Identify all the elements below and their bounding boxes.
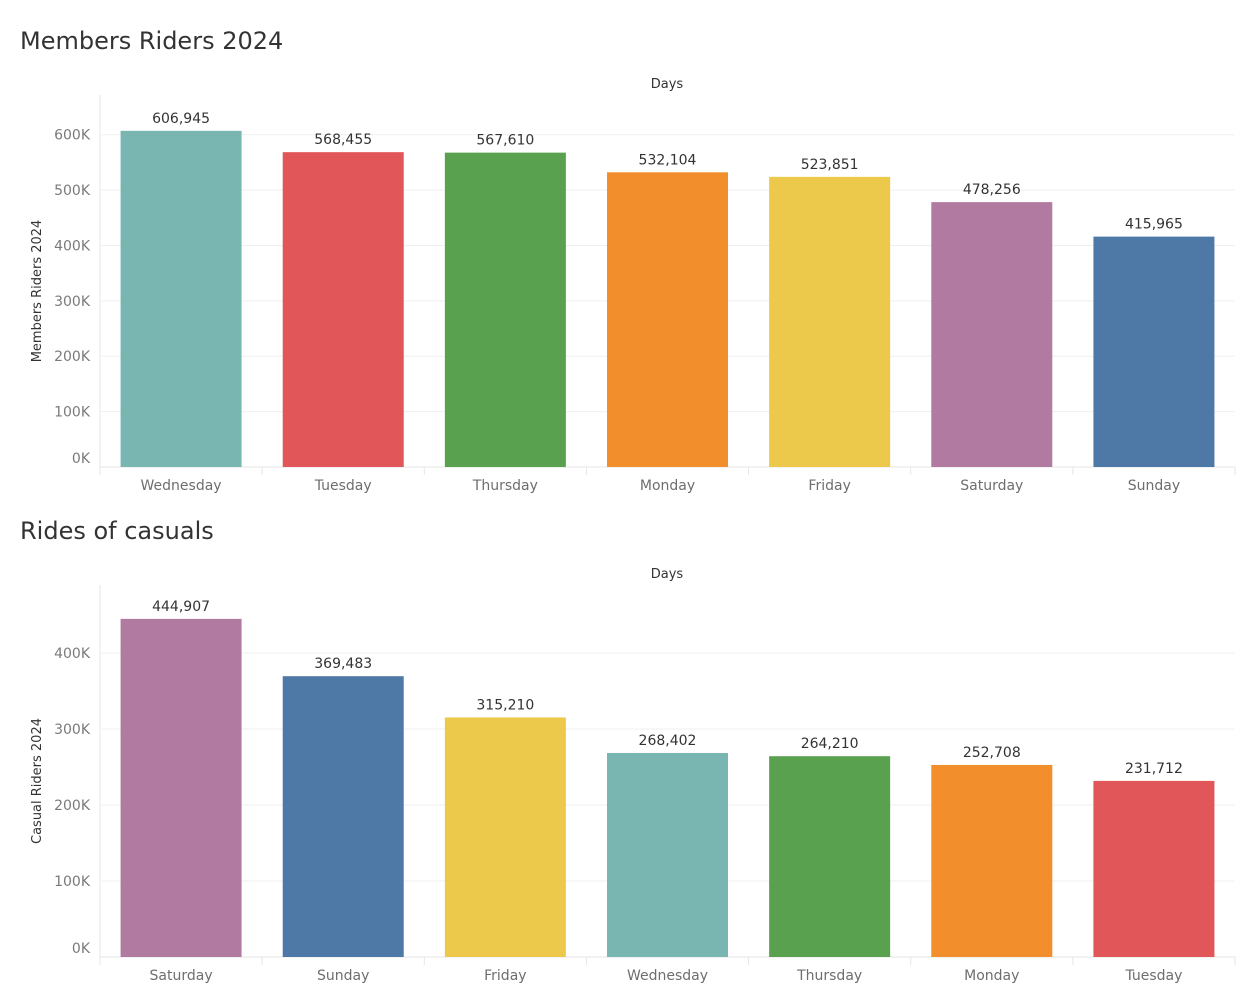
- data-label: 369,483: [314, 656, 372, 672]
- y-tick-label: 0K: [72, 941, 91, 957]
- x-tick-label: Monday: [964, 968, 1019, 984]
- bar: [607, 753, 728, 957]
- x-tick-label: Friday: [484, 968, 526, 984]
- x-tick-label: Thursday: [472, 478, 538, 494]
- y-tick-label: 600K: [54, 128, 91, 144]
- data-label: 523,851: [801, 157, 859, 173]
- bar: [769, 176, 891, 468]
- members-panel: Members Riders 2024 0K 100K 200K 300K 400K 50…: [20, 27, 1236, 494]
- data-label: 315,210: [476, 697, 534, 713]
- data-label: 264,210: [801, 736, 859, 752]
- data-label: 268,402: [639, 733, 697, 749]
- data-label: 415,965: [1125, 217, 1183, 233]
- bar: [444, 717, 566, 957]
- y-tick-label: 100K: [54, 405, 91, 421]
- y-tick-label: 200K: [54, 349, 91, 365]
- data-label: 567,610: [476, 133, 534, 149]
- y-tick-label: 400K: [54, 646, 91, 662]
- bar: [282, 676, 404, 957]
- y-tick-label: 300K: [54, 294, 91, 310]
- y-tick-label: 300K: [54, 722, 91, 738]
- data-label: 532,104: [639, 152, 697, 168]
- x-tick-label: Sunday: [317, 968, 369, 984]
- x-tick-label: Thursday: [796, 968, 862, 984]
- x-tick-label: Tuesday: [314, 478, 372, 494]
- y-tick-label: 0K: [72, 451, 91, 467]
- x-tick-label: Wednesday: [627, 968, 708, 984]
- y-tick-label: 100K: [54, 874, 91, 890]
- chart-title: Rides of casuals: [20, 517, 214, 545]
- x-tick-label: Friday: [808, 478, 850, 494]
- bar: [1093, 780, 1215, 957]
- y-tick-label: 400K: [54, 238, 91, 254]
- x-tick-label: Tuesday: [1124, 968, 1182, 984]
- y-tick-label: 200K: [54, 798, 91, 814]
- bar: [444, 152, 566, 467]
- bar: [931, 764, 1053, 957]
- casual-panel: Rides of casuals 0K 100K 200K 300K 400K Days C…: [0, 490, 1249, 999]
- x-tick-label: Saturday: [150, 968, 213, 984]
- bar: [607, 172, 728, 467]
- y-axis-title: Casual Riders 2024: [30, 718, 45, 844]
- x-tick-label: Wednesday: [141, 478, 222, 494]
- x-axis-title: Days: [651, 567, 684, 582]
- y-axis-title: Members Riders 2024: [30, 220, 45, 363]
- data-label: 252,708: [963, 745, 1021, 761]
- chart-title: Members Riders 2024: [20, 27, 284, 55]
- casual-bar-chart: 0K 100K 200K 300K 400K Days Casual Riders 2024…: [30, 567, 1236, 984]
- x-tick-label: Sunday: [1128, 478, 1180, 494]
- x-tick-label: Saturday: [960, 478, 1023, 494]
- bar: [1093, 236, 1215, 467]
- y-tick-label: 500K: [54, 183, 91, 199]
- data-label: 478,256: [963, 182, 1021, 198]
- data-label: 568,455: [314, 132, 372, 148]
- data-label: 444,907: [152, 599, 210, 615]
- data-label: 606,945: [152, 111, 210, 127]
- bar: [120, 618, 242, 957]
- bar: [120, 130, 242, 468]
- bar: [931, 202, 1053, 467]
- members-bar-chart: 0K 100K 200K 300K 400K 500K 600K Days Members Ri…: [30, 77, 1236, 494]
- x-axis-title: Days: [651, 77, 684, 92]
- x-tick-label: Monday: [640, 478, 695, 494]
- bar: [282, 152, 404, 467]
- data-label: 231,712: [1125, 761, 1183, 777]
- bar: [769, 756, 891, 957]
